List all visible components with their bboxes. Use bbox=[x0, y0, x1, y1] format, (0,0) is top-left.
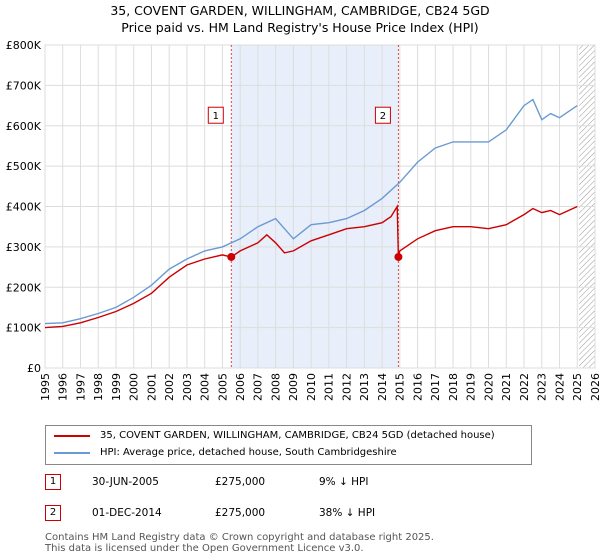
legend-item-hpi: HPI: Average price, detached house, Sout… bbox=[54, 447, 397, 458]
x-tick-label: 2000 bbox=[128, 373, 141, 401]
x-tick-label: 1999 bbox=[110, 373, 123, 401]
y-tick-label: £600K bbox=[6, 120, 42, 133]
transaction-date: 30-JUN-2005 bbox=[92, 476, 159, 488]
footer-copyright: Contains HM Land Registry data © Crown c… bbox=[45, 532, 434, 543]
marker-badge-label: 2 bbox=[380, 111, 386, 122]
chart-title: 35, COVENT GARDEN, WILLINGHAM, CAMBRIDGE… bbox=[110, 3, 490, 18]
legend-red-swatch bbox=[54, 434, 90, 437]
transaction-hpi: 38% ↓ HPI bbox=[319, 507, 376, 519]
y-tick-label: £800K bbox=[6, 39, 42, 52]
marker-badge bbox=[207, 106, 224, 124]
footer: Contains HM Land Registry data © Crown c… bbox=[45, 532, 434, 554]
transaction-row-2: 2 01-DEC-2014 £275,000 38% ↓ HPI bbox=[45, 505, 585, 523]
x-tick-label: 1995 bbox=[39, 373, 52, 401]
x-tick-label: 1998 bbox=[92, 373, 105, 401]
x-tick-label: 2009 bbox=[287, 373, 300, 401]
x-tick-label: 2004 bbox=[199, 373, 212, 401]
legend-blue-swatch bbox=[54, 451, 90, 454]
y-tick-label: £100K bbox=[6, 322, 42, 335]
x-tick-label: 2006 bbox=[234, 373, 247, 401]
x-tick-label: 2014 bbox=[376, 373, 389, 401]
x-tick-label: 2010 bbox=[305, 373, 318, 401]
x-tick-label: 2020 bbox=[482, 373, 495, 401]
transaction-price: £275,000 bbox=[215, 476, 266, 488]
x-tick-label: 2012 bbox=[340, 373, 353, 401]
x-tick-label: 2024 bbox=[553, 373, 566, 401]
transaction-row-1: 1 30-JUN-2005 £275,000 9% ↓ HPI bbox=[45, 474, 585, 492]
price-chart: £0 £100K £200K £300K £400K £500K £600K £700K £80… bbox=[6, 39, 600, 401]
x-tick-label: 2019 bbox=[465, 373, 478, 401]
x-tick-label: 2008 bbox=[269, 373, 282, 401]
property-price-line bbox=[44, 204, 578, 329]
x-tick-label: 2007 bbox=[252, 373, 265, 401]
y-tick-label: £400K bbox=[6, 201, 42, 214]
footer-licence: This data is licensed under the Open Gov… bbox=[45, 543, 364, 554]
sale-point bbox=[394, 252, 403, 261]
sale-point bbox=[227, 252, 236, 261]
y-tick-label: £500K bbox=[6, 160, 42, 173]
legend: 35, COVENT GARDEN, WILLINGHAM, CAMBRIDGE… bbox=[45, 425, 532, 465]
x-tick-label: 2017 bbox=[429, 373, 442, 401]
x-tick-label: 2022 bbox=[518, 373, 531, 401]
x-tick-label: 2003 bbox=[181, 373, 194, 401]
x-tick-label: 2005 bbox=[216, 373, 229, 401]
x-tick-label: 2026 bbox=[589, 373, 600, 401]
x-tick-label: 2018 bbox=[447, 373, 460, 401]
transaction-hpi: 9% ↓ HPI bbox=[319, 476, 369, 488]
x-tick-label: 1996 bbox=[57, 373, 70, 401]
x-tick-label: 2011 bbox=[323, 373, 336, 401]
x-tick-label: 2025 bbox=[571, 373, 584, 401]
transaction-date: 01-DEC-2014 bbox=[92, 507, 162, 519]
transaction-price: £275,000 bbox=[215, 507, 266, 519]
x-tick-label: 2021 bbox=[500, 373, 513, 401]
x-tick-label: 2023 bbox=[536, 373, 549, 401]
legend-item-property: 35, COVENT GARDEN, WILLINGHAM, CAMBRIDGE… bbox=[54, 430, 495, 441]
legend-property-label: 35, COVENT GARDEN, WILLINGHAM, CAMBRIDGE… bbox=[100, 430, 495, 441]
hpi-line bbox=[44, 98, 578, 325]
x-tick-label: 1997 bbox=[74, 373, 87, 401]
marker-badge-label: 1 bbox=[213, 111, 219, 122]
transaction-badge: 2 bbox=[45, 505, 61, 521]
y-tick-label: £700K bbox=[6, 79, 42, 92]
chart-subtitle: Price paid vs. HM Land Registry's House … bbox=[121, 20, 479, 35]
x-tick-label: 2013 bbox=[358, 373, 371, 401]
y-tick-label: £0 bbox=[27, 362, 41, 375]
transaction-badge: 1 bbox=[45, 474, 61, 490]
x-tick-label: 2001 bbox=[145, 373, 158, 401]
x-tick-label: 2015 bbox=[394, 373, 407, 401]
legend-hpi-label: HPI: Average price, detached house, Sout… bbox=[100, 447, 397, 458]
y-tick-label: £200K bbox=[6, 281, 42, 294]
y-tick-label: £300K bbox=[6, 241, 42, 254]
marker-badge bbox=[374, 106, 391, 124]
x-tick-label: 2002 bbox=[163, 373, 176, 401]
x-tick-label: 2016 bbox=[411, 373, 424, 401]
